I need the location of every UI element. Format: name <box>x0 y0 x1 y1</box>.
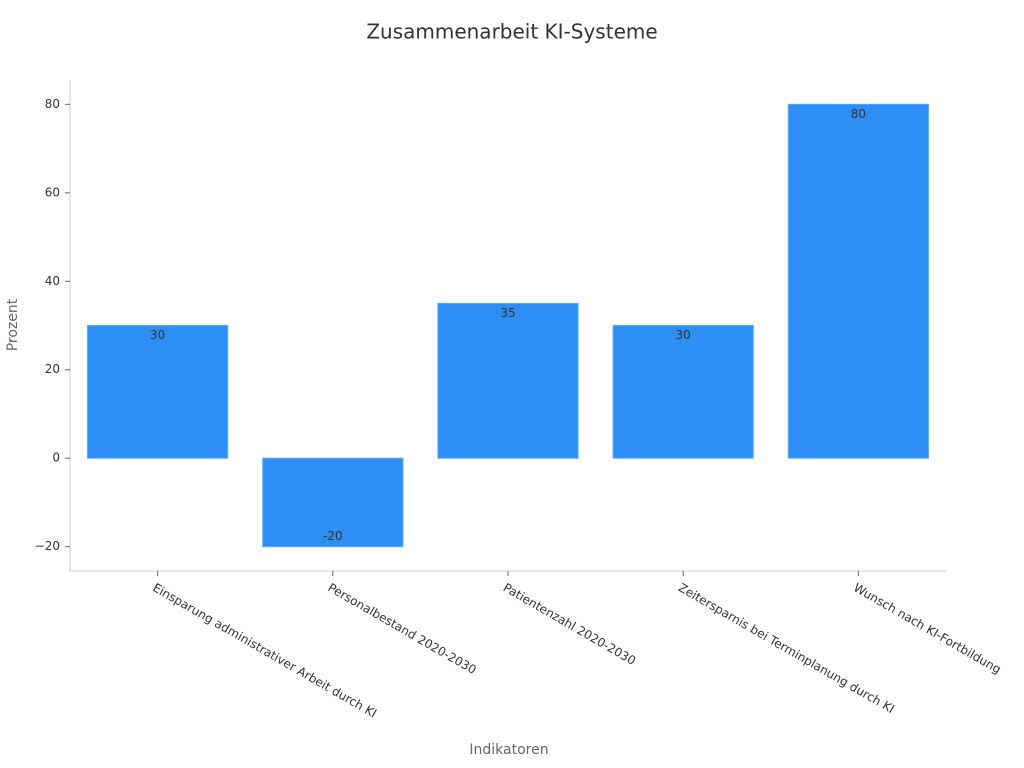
bar <box>437 302 579 459</box>
value-label: 35 <box>500 306 515 320</box>
y-tick-label: −20 <box>35 539 60 553</box>
x-tick-label: Patientenzahl 2020-2030 <box>501 581 638 668</box>
x-tick-label: Personalbestand 2020-2030 <box>326 581 479 678</box>
value-label: 80 <box>851 107 866 121</box>
bar <box>262 457 404 548</box>
y-tick-label: 60 <box>45 185 60 199</box>
y-axis-title: Prozent <box>5 298 21 351</box>
bar <box>787 103 929 459</box>
x-tick-label: Wunsch nach KI-Fortbildung <box>851 581 1003 677</box>
y-tick-label: 20 <box>45 362 60 376</box>
value-label: 30 <box>676 328 691 342</box>
x-tick-label: Zeitersparnis bei Terminplanung durch KI <box>676 581 897 717</box>
value-label: -20 <box>323 529 343 543</box>
chart-title: Zusammenarbeit KI-Systeme <box>366 20 657 44</box>
value-label: 30 <box>150 328 165 342</box>
x-axis-title: Indikatoren <box>469 742 548 758</box>
bar <box>87 325 229 459</box>
y-tick-label: 80 <box>45 97 60 111</box>
y-tick-label: 0 <box>52 451 60 465</box>
bar <box>612 325 754 459</box>
y-tick-label: 40 <box>45 274 60 288</box>
